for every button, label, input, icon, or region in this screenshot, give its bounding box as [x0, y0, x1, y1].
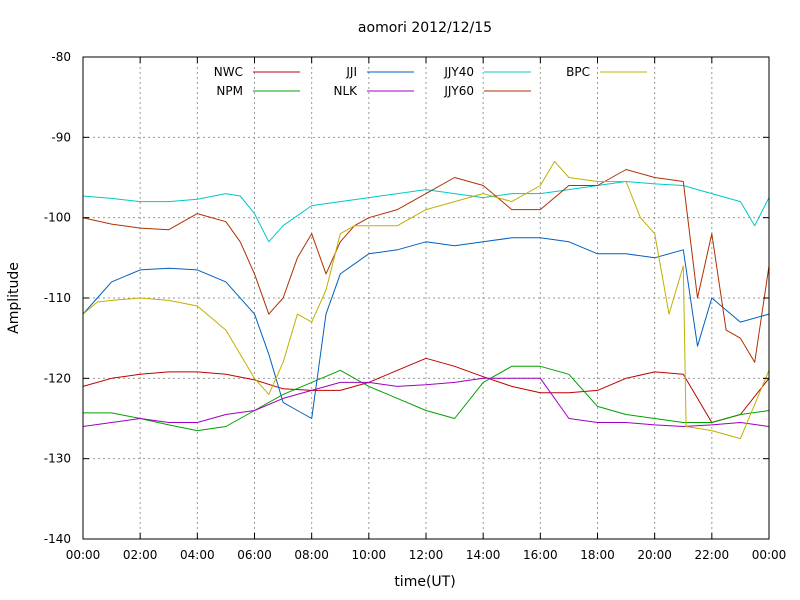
series-line-jji [82, 237, 770, 419]
y-axis-label: Amplitude [6, 262, 22, 334]
y-tick-label: -80 [51, 50, 71, 64]
x-tick-label: 06:00 [237, 548, 272, 562]
y-tick-label: -100 [44, 211, 71, 225]
series-line-jjy60 [82, 169, 770, 363]
x-tick-label: 08:00 [294, 548, 329, 562]
axis-ticks: 00:00 02:00 04:00 06:00 08:00 10:00 12:00 14:00… [44, 50, 787, 562]
x-tick-label: 14:00 [466, 548, 501, 562]
legend-label: NLK [333, 84, 358, 98]
x-axis-label: time(UT) [394, 574, 455, 590]
series-line-nwc [82, 357, 770, 423]
y-tick-label: -140 [44, 532, 71, 546]
x-tick-label: 16:00 [523, 548, 558, 562]
x-tick-label: 20:00 [637, 548, 672, 562]
x-tick-label: 10:00 [352, 548, 387, 562]
legend-label: JJY40 [443, 65, 474, 79]
series-line-nlk [82, 377, 770, 427]
series-lines [82, 160, 770, 440]
legend: NWC NPM JJI NLK JJY40 JJY60 BPC [214, 65, 647, 98]
x-tick-label: 02:00 [123, 548, 158, 562]
legend-label: JJI [345, 65, 357, 79]
series-line-npm [83, 365, 770, 432]
grid [83, 57, 769, 539]
legend-label: NPM [216, 84, 243, 98]
chart-title: aomori 2012/12/15 [358, 20, 492, 36]
legend-label: JJY60 [443, 84, 474, 98]
x-tick-label: 00:00 [66, 548, 101, 562]
series-line-bpc [82, 160, 770, 440]
x-tick-label: 00:00 [752, 548, 787, 562]
series-line-jjy40 [82, 181, 770, 243]
x-tick-label: 22:00 [695, 548, 730, 562]
y-tick-label: -120 [44, 371, 71, 385]
legend-label: BPC [566, 65, 590, 79]
x-tick-label: 18:00 [580, 548, 615, 562]
legend-label: NWC [214, 65, 243, 79]
y-tick-label: -110 [44, 291, 71, 305]
x-tick-label: 04:00 [180, 548, 215, 562]
x-tick-label: 12:00 [409, 548, 444, 562]
y-tick-label: -130 [44, 452, 71, 466]
y-tick-label: -90 [51, 130, 71, 144]
